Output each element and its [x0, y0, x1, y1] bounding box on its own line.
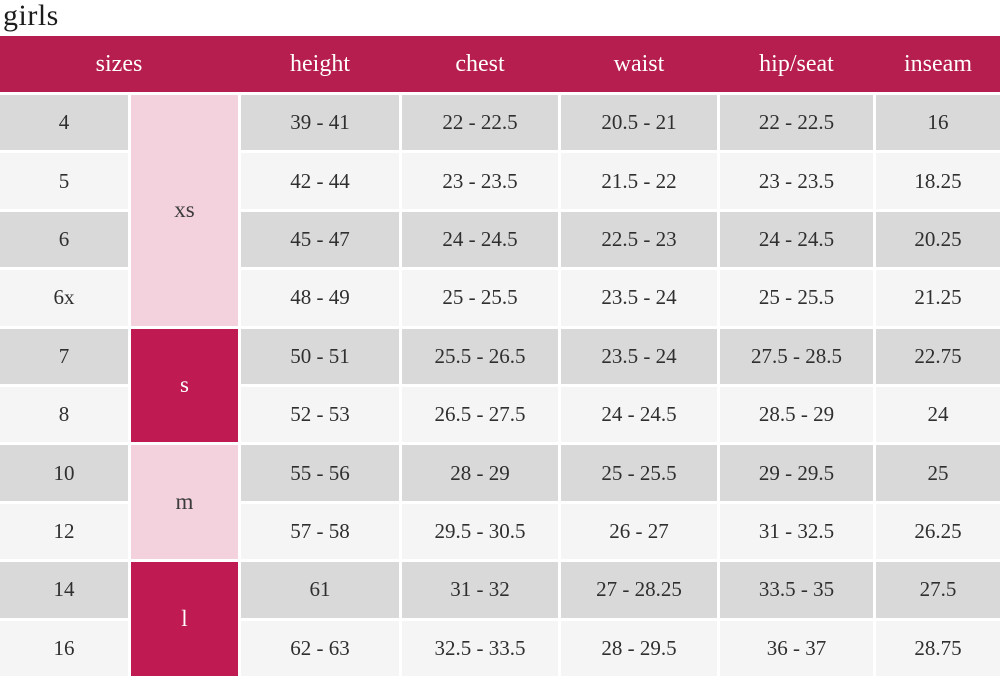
chest-cell: 31 - 32: [402, 562, 558, 618]
hip-seat-cell: 36 - 37: [720, 620, 873, 676]
chest-cell: 32.5 - 33.5: [402, 620, 558, 676]
waist-cell: 23.5 - 24: [561, 328, 717, 384]
hip-seat-cell: 23 - 23.5: [720, 153, 873, 209]
inseam-cell: 20.25: [876, 211, 1000, 268]
size-number-cell: 12: [0, 503, 128, 560]
waist-cell: 24 - 24.5: [561, 386, 717, 443]
chest-cell: 28 - 29: [402, 445, 558, 501]
size-number-cell: 14: [0, 562, 128, 618]
chest-cell: 29.5 - 30.5: [402, 503, 558, 560]
waist-cell: 20.5 - 21: [561, 95, 717, 151]
chest-cell: 25 - 25.5: [402, 270, 558, 326]
hip-seat-cell: 25 - 25.5: [720, 270, 873, 326]
inseam-cell: 26.25: [876, 503, 1000, 560]
size-chart-table: sizes height chest waist hip/seat inseam…: [0, 36, 1000, 676]
waist-cell: 23.5 - 24: [561, 270, 717, 326]
size-group-s-cell: s: [131, 328, 238, 443]
height-cell: 55 - 56: [241, 445, 399, 501]
size-number-cell: 8: [0, 386, 128, 443]
height-cell: 61: [241, 562, 399, 618]
hip-seat-cell: 27.5 - 28.5: [720, 328, 873, 384]
inseam-cell: 24: [876, 386, 1000, 443]
waist-cell: 22.5 - 23: [561, 211, 717, 268]
size-group-m-cell: m: [131, 445, 238, 560]
hip-seat-cell: 33.5 - 35: [720, 562, 873, 618]
size-number-cell: 10: [0, 445, 128, 501]
chest-cell: 25.5 - 26.5: [402, 328, 558, 384]
waist-cell: 28 - 29.5: [561, 620, 717, 676]
size-group-l-cell: l: [131, 562, 238, 676]
inseam-cell: 28.75: [876, 620, 1000, 676]
waist-cell: 25 - 25.5: [561, 445, 717, 501]
height-cell: 45 - 47: [241, 211, 399, 268]
header-cell-waist: waist: [613, 50, 665, 77]
chest-cell: 22 - 22.5: [402, 95, 558, 151]
height-cell: 52 - 53: [241, 386, 399, 443]
waist-cell: 27 - 28.25: [561, 562, 717, 618]
hip-seat-cell: 22 - 22.5: [720, 95, 873, 151]
height-cell: 48 - 49: [241, 270, 399, 326]
height-cell: 57 - 58: [241, 503, 399, 560]
chest-cell: 24 - 24.5: [402, 211, 558, 268]
table-header-row: sizes height chest waist hip/seat inseam: [0, 36, 1000, 92]
header-cell-hip-seat: hip/seat: [759, 50, 834, 77]
size-number-cell: 6: [0, 211, 128, 268]
inseam-cell: 22.75: [876, 328, 1000, 384]
inseam-cell: 27.5: [876, 562, 1000, 618]
inseam-cell: 25: [876, 445, 1000, 501]
inseam-cell: 21.25: [876, 270, 1000, 326]
inseam-cell: 18.25: [876, 153, 1000, 209]
hip-seat-cell: 24 - 24.5: [720, 211, 873, 268]
hip-seat-cell: 31 - 32.5: [720, 503, 873, 560]
chest-cell: 23 - 23.5: [402, 153, 558, 209]
size-group-xs-cell: xs: [131, 95, 238, 326]
chest-cell: 26.5 - 27.5: [402, 386, 558, 443]
header-cell-inseam: inseam: [904, 50, 972, 77]
height-cell: 50 - 51: [241, 328, 399, 384]
height-cell: 62 - 63: [241, 620, 399, 676]
header-cell-height: height: [290, 50, 350, 77]
header-cell-chest: chest: [455, 50, 505, 77]
waist-cell: 21.5 - 22: [561, 153, 717, 209]
inseam-cell: 16: [876, 95, 1000, 151]
hip-seat-cell: 28.5 - 29: [720, 386, 873, 443]
page-title: girls: [3, 0, 59, 32]
header-cell-sizes: sizes: [95, 50, 143, 77]
size-number-cell: 7: [0, 328, 128, 384]
height-cell: 42 - 44: [241, 153, 399, 209]
waist-cell: 26 - 27: [561, 503, 717, 560]
height-cell: 39 - 41: [241, 95, 399, 151]
hip-seat-cell: 29 - 29.5: [720, 445, 873, 501]
size-number-cell: 6x: [0, 270, 128, 326]
size-number-cell: 5: [0, 153, 128, 209]
size-number-cell: 4: [0, 95, 128, 151]
size-number-cell: 16: [0, 620, 128, 676]
